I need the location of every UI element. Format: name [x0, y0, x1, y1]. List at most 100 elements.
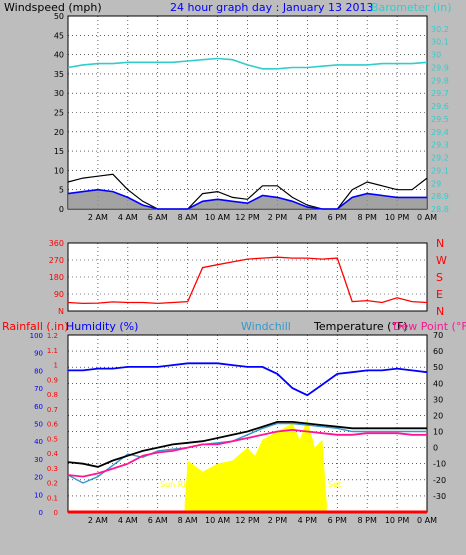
windspeed-tick-label: 25	[54, 109, 64, 118]
humidity-tick-label: 100	[30, 332, 43, 340]
direction-tick-label: 360	[49, 239, 64, 248]
barometer-tick-label: 29.3	[431, 141, 449, 150]
direction-tick-label: N	[58, 307, 64, 316]
rainfall-tick-label: 1	[54, 362, 58, 370]
windspeed-axis-label: Windspeed (mph)	[4, 1, 102, 14]
x-tick-label: 2 PM	[268, 516, 287, 525]
temperature-tick-label: -30	[433, 492, 446, 501]
x-tick-label: 2 PM	[268, 213, 287, 222]
windspeed-tick-label: 30	[54, 89, 64, 98]
x-tick-label: 12 PM	[235, 213, 260, 222]
rainfall-tick-label: 1.1	[47, 347, 58, 355]
temperature-tick-label: 60	[433, 347, 443, 356]
barometer-tick-label: 29.5	[431, 115, 449, 124]
barometer-line	[67, 57, 428, 70]
compass-label: W	[436, 254, 447, 267]
temperature-line	[67, 421, 427, 468]
rainfall-tick-label: 0.5	[47, 435, 58, 443]
barometer-tick-label: 30.1	[431, 38, 449, 47]
x-tick-label: 8 PM	[357, 213, 376, 222]
humidity-tick-label: 0	[39, 509, 43, 517]
graph-title: 24 hour graph day : January 13 2013	[170, 1, 374, 14]
direction-tick-label: 270	[49, 256, 64, 265]
compass-label: N	[436, 237, 444, 250]
rainfall-tick-label: 0.7	[47, 406, 58, 414]
rainfall-tick-label: 0.1	[47, 494, 58, 502]
windspeed-tick-label: 10	[54, 166, 64, 175]
temperature-tick-label: 10	[433, 428, 443, 437]
x-tick-label: 6 AM	[148, 516, 168, 525]
wind-direction-line	[67, 256, 428, 305]
humidity-tick-label: 10	[34, 491, 43, 499]
humidity-tick-label: 40	[34, 438, 43, 446]
x-tick-label: 10 PM	[385, 516, 410, 525]
barometer-tick-label: 30.2	[431, 25, 449, 34]
barometer-tick-label: 29.6	[431, 102, 449, 111]
humidity-tick-label: 90	[34, 350, 43, 358]
barometer-tick-label: 28.8	[431, 205, 449, 214]
windspeed-tick-label: 50	[54, 12, 64, 21]
x-tick-label: 6 PM	[328, 213, 347, 222]
temperature-axis-label: Temperature (°F)	[313, 320, 408, 333]
humidity-tick-label: 60	[34, 403, 43, 411]
compass-label: N	[436, 305, 444, 318]
barometer-axis-label: Barometer (in)	[371, 1, 452, 14]
x-tick-label: 8 PM	[357, 516, 376, 525]
barometer-tick-label: 29.4	[431, 128, 449, 137]
x-tick-label: 10 PM	[385, 213, 410, 222]
barometer-tick-label: 30	[431, 51, 441, 60]
windspeed-tick-label: 20	[54, 128, 64, 137]
solar-radiation-area	[184, 418, 327, 512]
barometer-tick-label: 29.1	[431, 166, 449, 175]
x-tick-label: 12 PM	[235, 516, 260, 525]
humidity-tick-label: 30	[34, 456, 43, 464]
x-tick-label: 8 AM	[178, 516, 198, 525]
x-tick-label: 2 AM	[88, 516, 108, 525]
windspeed-tick-label: 15	[54, 147, 64, 156]
x-tick-label: 4 AM	[118, 516, 138, 525]
humidity-tick-label: 70	[34, 385, 43, 393]
temperature-tick-label: 50	[433, 363, 443, 372]
windspeed-tick-label: 5	[59, 186, 64, 195]
rainfall-tick-label: 0.2	[47, 480, 58, 488]
wind-average-fill	[68, 189, 427, 209]
dewpoint-line	[67, 428, 427, 478]
rainfall-tick-label: 0.3	[47, 465, 58, 473]
rainfall-tick-label: 1.2	[47, 332, 58, 340]
x-tick-label: 6 AM	[148, 213, 168, 222]
rainfall-tick-label: 0	[54, 509, 58, 517]
dewpoint-axis-label: Dew Point (°F)	[393, 320, 466, 333]
rainfall-tick-label: 0.6	[47, 421, 59, 429]
temperature-tick-label: 0	[433, 444, 438, 453]
temperature-tick-label: -20	[433, 476, 446, 485]
barometer-tick-label: 29	[431, 179, 441, 188]
x-tick-label: 0 AM	[417, 516, 437, 525]
windspeed-tick-label: 40	[54, 51, 64, 60]
sunset-label: Set	[328, 480, 341, 489]
wind-average-line	[67, 188, 427, 210]
humidity-tick-label: 80	[34, 367, 43, 375]
x-tick-label: 10 AM	[205, 213, 230, 222]
sunrise-label: Sun Rise	[160, 480, 195, 489]
humidity-axis-label: Humidity (%)	[66, 320, 138, 333]
direction-tick-label: 180	[49, 273, 64, 282]
humidity-line	[68, 362, 428, 397]
windspeed-tick-label: 45	[54, 31, 64, 40]
rainfall-tick-label: 0.9	[47, 376, 58, 384]
x-tick-label: 0 AM	[417, 213, 437, 222]
windspeed-tick-label: 35	[54, 70, 64, 79]
x-tick-label: 10 AM	[205, 516, 230, 525]
x-tick-label: 2 AM	[88, 213, 108, 222]
direction-tick-label: 90	[54, 290, 64, 299]
barometer-tick-label: 28.9	[431, 192, 449, 201]
temperature-tick-label: 30	[433, 395, 443, 404]
x-tick-label: 4 PM	[298, 516, 317, 525]
windchill-line	[67, 422, 427, 484]
barometer-tick-label: 29.2	[431, 154, 449, 163]
barometer-tick-label: 29.9	[431, 63, 449, 72]
rainfall-axis-label: Rainfall (.in)	[2, 320, 69, 333]
compass-label: S	[436, 271, 443, 284]
compass-label: E	[436, 288, 443, 301]
